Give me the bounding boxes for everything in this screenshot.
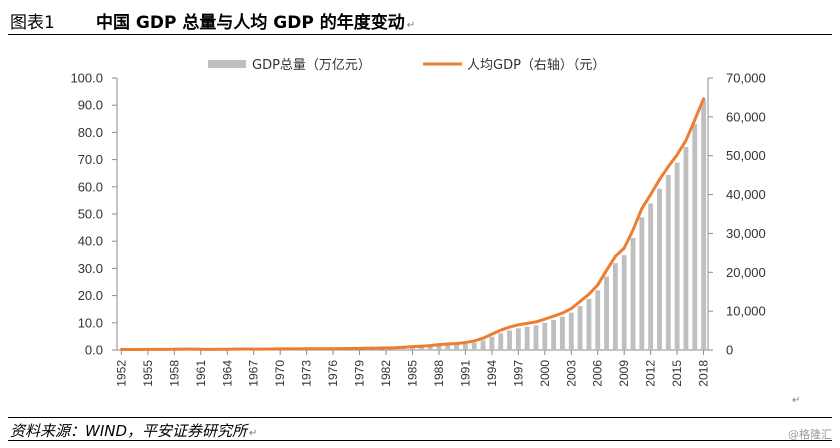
gdp-bar (427, 346, 433, 350)
gdp-bar (542, 322, 548, 350)
legend-label-per-capita: 人均GDP（右轴）（元） (467, 58, 605, 73)
right-axis-tick-label: 0 (726, 343, 733, 358)
gdp-bar (604, 276, 609, 350)
x-axis-tick-label: 1979 (353, 360, 367, 387)
gdp-bar (551, 319, 557, 350)
x-axis-tick-label: 1988 (432, 360, 446, 387)
source-note-wrapper: 资料来源：WIND，平安证券研究所 ↵ (10, 420, 257, 441)
left-axis-tick-label: 50.0 (78, 207, 103, 222)
right-axis-tick-label: 20,000 (726, 265, 766, 280)
gdp-bar (639, 217, 645, 350)
legend-label-gdp: GDP总量（万亿元） (252, 58, 371, 73)
paragraph-mark-icon: ↵ (406, 20, 416, 31)
x-axis-tick-label: 1985 (406, 360, 420, 387)
x-axis-tick-label: 1958 (167, 360, 181, 387)
x-axis-tick-label: 1970 (273, 360, 287, 387)
figure-title: 中国 GDP 总量与人均 GDP 的年度变动 (96, 13, 405, 33)
gdp-bar (612, 263, 618, 350)
header-rule (8, 34, 832, 35)
left-axis-tick-label: 100.0 (70, 71, 103, 86)
gdp-bar (533, 325, 539, 350)
gdp-bar (498, 333, 504, 350)
gdp-bar (515, 328, 521, 350)
gdp-bar (462, 343, 468, 350)
x-axis-tick-label: 2003 (564, 360, 578, 387)
gdp-bar (410, 347, 415, 350)
x-axis-tick-label: 2000 (538, 360, 552, 387)
right-axis-tick-label: 60,000 (726, 109, 766, 124)
x-axis-tick-label: 2015 (670, 360, 684, 387)
x-axis-tick-label: 1991 (458, 360, 472, 387)
x-axis-tick-label: 1994 (485, 360, 499, 387)
left-axis-tick-label: 40.0 (78, 234, 103, 249)
gdp-bar (586, 299, 592, 350)
left-axis-tick-label: 10.0 (78, 315, 103, 330)
right-axis-tick-label: 40,000 (726, 187, 766, 202)
x-axis-tick-label: 2009 (617, 360, 631, 387)
paragraph-mark-icon: ↵ (249, 428, 258, 439)
left-axis-tick-label: 90.0 (78, 98, 103, 113)
gdp-bar (657, 188, 662, 350)
x-axis-tick-label: 2018 (697, 360, 711, 387)
gdp-bar (418, 347, 424, 350)
gdp-bar (471, 342, 477, 350)
gdp-bar (454, 344, 460, 350)
gdp-bar (445, 345, 451, 350)
right-axis-tick-label: 70,000 (726, 71, 766, 86)
gdp-bar (665, 174, 671, 350)
gdp-bar (568, 312, 574, 350)
gdp-bar (436, 345, 442, 350)
right-axis-tick-label: 10,000 (726, 304, 766, 319)
left-axis-tick-label: 80.0 (78, 125, 103, 140)
footer-rule-bottom (8, 440, 832, 441)
gdp-bar (507, 330, 512, 350)
footer-rule-top (8, 417, 832, 418)
x-axis-tick-label: 1964 (220, 360, 234, 387)
x-axis-tick-label: 1976 (326, 360, 340, 387)
x-axis-tick-label: 1952 (114, 360, 128, 387)
figure-title-wrapper: 中国 GDP 总量与人均 GDP 的年度变动 ↵ (96, 8, 415, 33)
left-axis-tick-label: 60.0 (78, 179, 103, 194)
gdp-bar (480, 340, 486, 350)
x-axis-tick-label: 2006 (591, 360, 605, 387)
gdp-bar (489, 336, 495, 350)
right-axis-tick-label: 50,000 (726, 148, 766, 163)
gdp-bar (524, 326, 530, 350)
left-axis-tick-label: 20.0 (78, 288, 103, 303)
left-axis-tick-label: 70.0 (78, 152, 103, 167)
gdp-bar (692, 123, 698, 350)
gdp-bar (683, 146, 689, 350)
x-axis-tick-label: 1955 (141, 360, 155, 387)
watermark: @格隆汇 (788, 428, 832, 441)
x-axis-tick-label: 1973 (300, 360, 314, 387)
gdp-bar (595, 290, 601, 350)
gdp-bar (560, 316, 565, 350)
x-axis-tick-label: 1982 (379, 360, 393, 387)
gdp-bar (621, 255, 627, 350)
legend-swatch-gdp (208, 60, 246, 68)
gdp-bar (401, 348, 407, 350)
source-note: 资料来源：WIND，平安证券研究所 (10, 422, 248, 440)
gdp-bar (674, 162, 680, 350)
figure-label: 图表1 (10, 13, 55, 33)
left-axis-tick-label: 0.0 (85, 343, 103, 358)
paragraph-mark-icon: ↵ (792, 395, 801, 406)
gdp-chart: 0.0 10.0 20.0 30.0 40.0 50.0 60.0 70.0 80.0 90.0 1… (70, 58, 766, 387)
x-axis-tick-label: 1961 (194, 360, 208, 387)
gdp-bar (577, 305, 583, 350)
gdp-bar (701, 99, 707, 350)
x-axis-tick-label: 2012 (644, 360, 658, 387)
per-capita-gdp-line (119, 97, 706, 352)
left-axis-tick-label: 30.0 (78, 261, 103, 276)
x-axis-tick-label: 1997 (511, 360, 525, 387)
gdp-bar (648, 203, 654, 350)
gdp-bar (630, 237, 636, 350)
x-axis-tick-label: 1967 (247, 360, 261, 387)
right-axis-tick-label: 30,000 (726, 226, 766, 241)
